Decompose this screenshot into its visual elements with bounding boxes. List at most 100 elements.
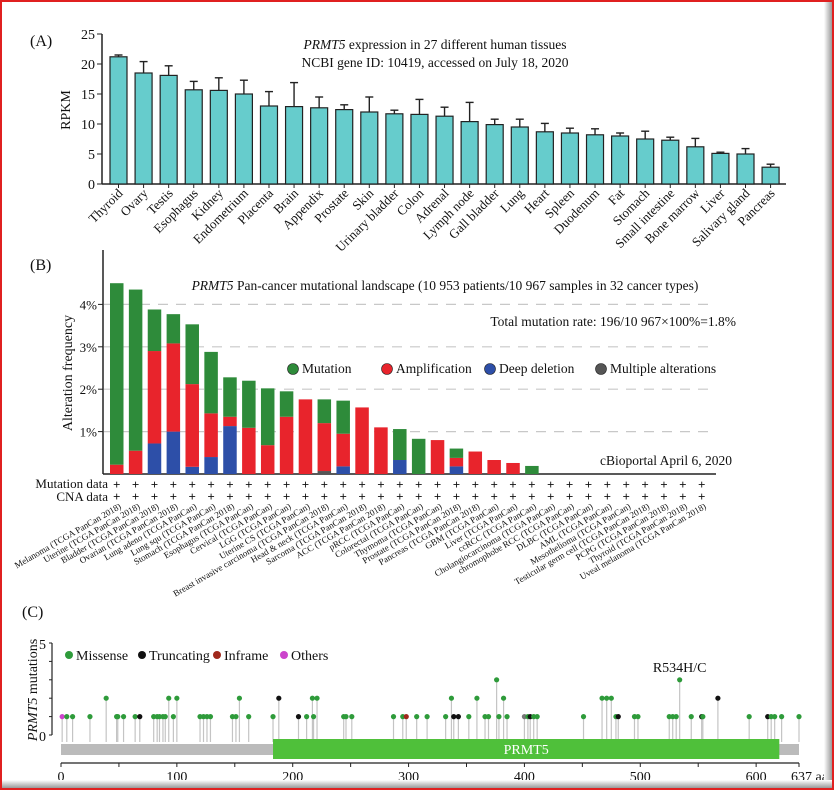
mutation-data-marker: +: [623, 477, 630, 492]
bar-segment-amplification: [430, 440, 445, 474]
bar-segment-amplification: [468, 451, 483, 474]
cna-data-marker: +: [472, 489, 479, 504]
y-tick-label: 20: [81, 58, 95, 73]
bar-segment-mutation: [336, 400, 350, 434]
bar-segment-mutation: [411, 438, 426, 474]
lollipop-head-missense: [120, 714, 127, 720]
mutation-data-marker: +: [283, 477, 290, 492]
lollipop-head-missense: [496, 714, 502, 720]
lollipop-head-missense: [87, 714, 93, 720]
bar: [209, 89, 228, 185]
bar-segment-amplification: [298, 399, 313, 474]
bar: [711, 152, 730, 185]
cna-data-marker: +: [226, 489, 233, 504]
cna-data-marker: +: [641, 489, 648, 504]
mutation-data-marker: +: [698, 477, 705, 492]
lollipop-head-missense: [309, 695, 316, 701]
bar-segment-amplification: [487, 460, 501, 474]
bar-segment-amplification: [374, 427, 388, 474]
y-tick-label: 1%: [80, 425, 98, 440]
mutation-data-row-label: Mutation data: [35, 476, 108, 491]
bar-segment-amplification: [506, 462, 520, 474]
mutation-data-marker: +: [151, 477, 158, 492]
bar: [585, 134, 605, 185]
y-tick-label: 4%: [80, 297, 98, 312]
lollipop-head-missense: [448, 695, 455, 701]
lollipop-head-missense: [64, 714, 70, 720]
lollipop-head-missense: [796, 714, 802, 720]
cna-data-marker: +: [264, 489, 271, 504]
bar: [686, 146, 705, 185]
bar-segment-amplification: [223, 416, 237, 427]
mutation-data-marker: +: [132, 477, 139, 492]
cna-data-marker: +: [321, 489, 328, 504]
legend-marker: [595, 363, 607, 375]
mutation-data-marker: +: [641, 477, 648, 492]
cna-data-marker: +: [377, 489, 384, 504]
y-tick-label: 3%: [80, 340, 98, 355]
cna-data-marker: +: [547, 489, 554, 504]
bar: [736, 153, 755, 185]
mutation-data-marker: +: [358, 477, 365, 492]
lollipop-head-others: [59, 714, 65, 720]
cna-data-row-label: CNA data: [56, 489, 108, 504]
mutation-data-marker: +: [189, 477, 196, 492]
mutation-data-marker: +: [604, 477, 611, 492]
bar-segment-deep-deletion: [166, 431, 181, 474]
mutation-data-marker: +: [226, 477, 233, 492]
lollipop-head-missense: [170, 714, 176, 720]
panel-a-title-gene: PRMT5: [303, 37, 346, 52]
bar-segment-mutation: [204, 351, 218, 414]
lollipop-head-truncating: [137, 714, 143, 720]
mutation-data-marker: +: [415, 477, 422, 492]
lollipop-head-missense: [424, 714, 430, 720]
cna-data-marker: +: [207, 489, 214, 504]
mutation-data-marker: +: [585, 477, 592, 492]
lollipop-head-missense: [466, 714, 472, 720]
bar: [184, 89, 203, 185]
x-tick-label: Ovary: [117, 185, 151, 219]
legend-label: Mutation: [302, 361, 352, 376]
bar: [109, 56, 128, 185]
bar: [560, 132, 580, 185]
frame-shadow-bottom: [2, 780, 832, 788]
lollipop-head-truncating: [615, 714, 621, 720]
x-tick-label: 0: [58, 770, 65, 785]
bar: [510, 126, 529, 185]
cna-data-marker: +: [585, 489, 592, 504]
bar: [385, 113, 404, 185]
panel-b-annotation: Total mutation rate: 196/10 967×100%=1.8…: [490, 314, 736, 329]
mutation-data-marker: +: [245, 477, 252, 492]
panel-b-source: cBioportal April 6, 2020: [600, 453, 732, 468]
lollipop-head-missense: [500, 695, 507, 701]
bar-segment-mutation: [242, 380, 256, 428]
lollipop-head-missense: [534, 714, 540, 720]
bar-segment-deep-deletion: [393, 460, 407, 474]
bar: [360, 111, 379, 185]
lollipop-head-missense: [443, 714, 449, 720]
legend-label: Inframe: [224, 649, 268, 664]
cna-data-marker: +: [679, 489, 686, 504]
cna-data-marker: +: [283, 489, 290, 504]
mutation-data-marker: +: [566, 477, 573, 492]
mutation-data-marker: +: [339, 477, 346, 492]
lollipop-head-missense: [599, 695, 605, 701]
bar-segment-amplification: [449, 457, 464, 467]
bar-segment-mutation: [449, 448, 464, 458]
bar: [460, 120, 479, 185]
lollipop-head-missense: [504, 714, 510, 720]
cna-data-marker: +: [245, 489, 252, 504]
bar: [284, 105, 304, 185]
bar-segment-mutation: [185, 324, 199, 385]
lollipop-head-missense: [246, 714, 252, 720]
bar-segment-amplification: [166, 343, 181, 432]
cna-data-marker: +: [396, 489, 403, 504]
lollipop-head-missense: [494, 677, 500, 683]
bar-segment-mutation: [166, 314, 181, 344]
bar-segment-amplification: [147, 351, 162, 444]
y-tick-label: 2%: [80, 382, 98, 397]
cna-data-marker: +: [528, 489, 535, 504]
lollipop-head-missense: [207, 714, 214, 720]
